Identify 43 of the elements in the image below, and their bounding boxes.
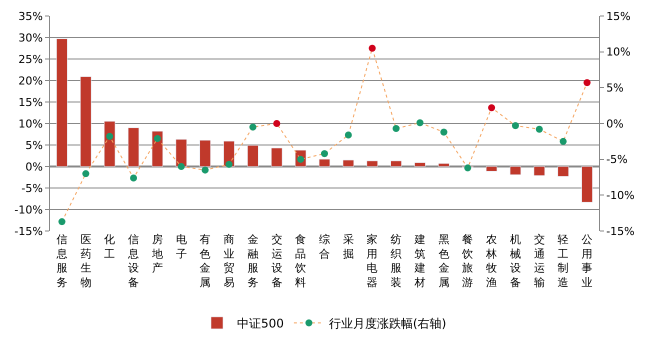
x-tick-label: 公用事业 bbox=[582, 233, 593, 289]
x-tick-label: 纺织服装 bbox=[390, 233, 402, 289]
x-tick-label: 交通运输 bbox=[534, 233, 545, 289]
x-tick-label: 家用电器 bbox=[366, 233, 378, 289]
y-tick-label: 0% bbox=[25, 160, 43, 174]
y-tick-label: 5% bbox=[25, 138, 43, 152]
y2-tick-label: 10% bbox=[606, 46, 631, 59]
y2-tick-label: 15% bbox=[606, 10, 631, 23]
y2-tick-label: -5% bbox=[606, 153, 628, 166]
x-tick-label: 餐饮旅游 bbox=[461, 233, 474, 289]
legend-label: 中证500 bbox=[237, 316, 284, 331]
x-tick-label: 建筑建材 bbox=[413, 233, 426, 289]
x-tick-label: 机械设备 bbox=[510, 233, 521, 289]
x-tick-label: 商业贸易 bbox=[224, 233, 235, 289]
y2-tick-label: -15% bbox=[606, 224, 635, 238]
x-tick-label: 电子 bbox=[176, 233, 187, 260]
x-tick-label: 信息服务 bbox=[55, 233, 68, 289]
x-tick-label: 有色金属 bbox=[200, 233, 211, 289]
y2-tick-label: 0% bbox=[606, 117, 624, 130]
x-tick-label: 信息设备 bbox=[127, 233, 140, 289]
x-tick-label: 采掘 bbox=[342, 233, 354, 260]
y-tick-label: 15% bbox=[18, 96, 43, 109]
x-tick-label: 食品饮料 bbox=[294, 233, 306, 289]
y2-tick-label: 5% bbox=[606, 82, 624, 95]
x-tick-label: 黑色金属 bbox=[438, 233, 450, 289]
y-tick-label: 35% bbox=[18, 10, 43, 23]
y-tick-label: -5% bbox=[21, 182, 43, 195]
y-tick-label: 10% bbox=[18, 117, 43, 130]
x-tick-label: 轻工制造 bbox=[558, 233, 569, 289]
y2-tick-label: -10% bbox=[606, 189, 635, 202]
y-tick-label: 20% bbox=[18, 74, 43, 88]
x-tick-label: 化工 bbox=[104, 233, 116, 260]
x-tick-label: 房地产 bbox=[150, 233, 163, 275]
x-tick-label: 交运设备 bbox=[271, 233, 282, 289]
y-tick-label: 30% bbox=[18, 31, 43, 44]
y-tick-label: -10% bbox=[14, 203, 43, 216]
x-tick-label: 医药生物 bbox=[80, 233, 92, 289]
x-tick-label: 农林牧渔 bbox=[485, 233, 498, 289]
y-tick-label: 25% bbox=[18, 52, 43, 66]
legend-label: 行业月度涨跌幅(右轴) bbox=[328, 316, 446, 331]
x-tick-label: 金融服务 bbox=[247, 233, 258, 289]
x-tick-label: 综合 bbox=[319, 233, 330, 260]
y-tick-label: -15% bbox=[14, 224, 43, 238]
